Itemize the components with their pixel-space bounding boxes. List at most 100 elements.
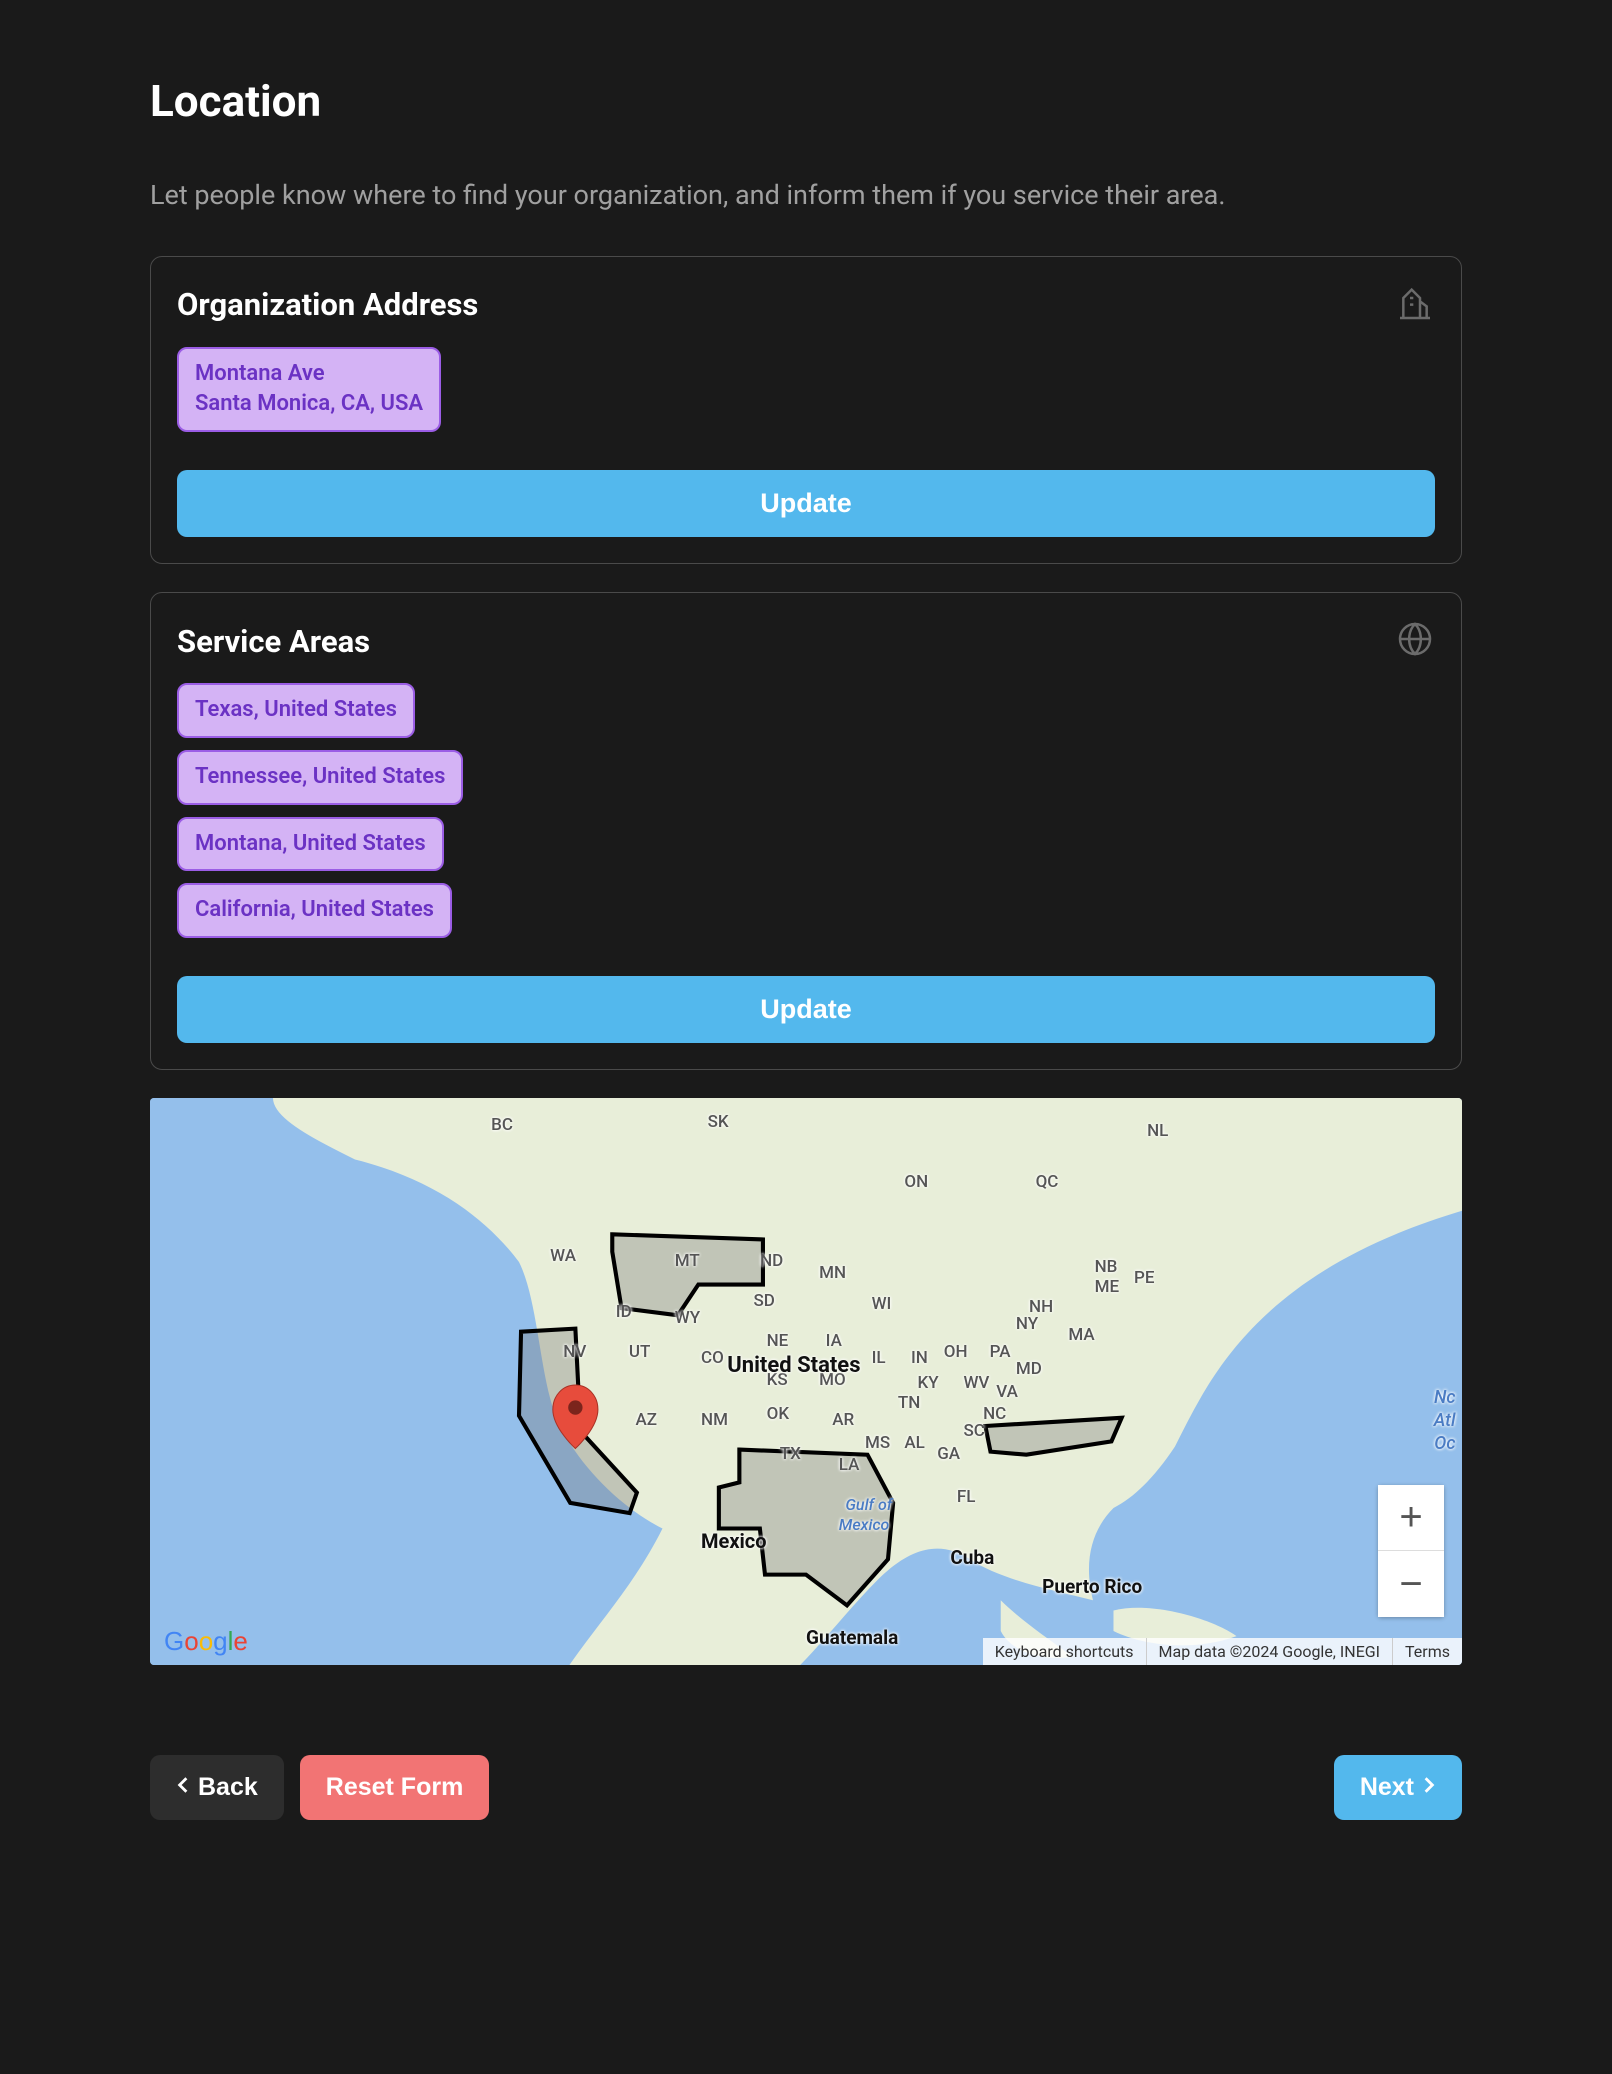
map-label: SC [963, 1421, 984, 1441]
map-label: IA [826, 1331, 842, 1351]
map-label-water: Mexico [839, 1515, 890, 1534]
map-label: NB [1095, 1257, 1118, 1277]
address-tag[interactable]: Montana Ave Santa Monica, CA, USA [177, 347, 441, 433]
back-label: Back [198, 1773, 258, 1802]
map-label: MD [1016, 1359, 1042, 1379]
map-label: ME [1095, 1277, 1119, 1297]
logo-letter: o [199, 1626, 213, 1656]
service-area-tag[interactable]: California, United States [177, 883, 452, 938]
update-service-areas-button[interactable]: Update [177, 976, 1435, 1043]
map-label: WA [550, 1246, 576, 1266]
map-label-country: Guatemala [806, 1626, 898, 1649]
footer-left: Back Reset Form [150, 1755, 489, 1820]
map-label: TN [898, 1393, 920, 1413]
map-label: MT [675, 1251, 700, 1271]
logo-letter: G [164, 1626, 184, 1656]
map-label: WI [872, 1294, 892, 1314]
next-button[interactable]: Next [1334, 1755, 1462, 1820]
map-label: PA [990, 1342, 1011, 1362]
globe-icon [1395, 619, 1435, 663]
map-label: PE [1134, 1268, 1154, 1288]
logo-letter: e [233, 1626, 247, 1656]
map-label: WV [963, 1373, 989, 1393]
map-label-water: Atl [1434, 1410, 1456, 1431]
map-label: NM [701, 1410, 728, 1430]
service-areas-card: Service Areas Texas, United States Tenne… [150, 592, 1462, 1070]
map-label: LA [839, 1455, 860, 1475]
map-label: IN [911, 1348, 928, 1368]
map-label: SK [708, 1112, 729, 1132]
chevron-right-icon [1422, 1776, 1436, 1800]
map-label: NV [563, 1342, 586, 1362]
map-label: FL [957, 1487, 976, 1507]
map-label: NC [983, 1404, 1006, 1424]
map-shortcuts-link[interactable]: Keyboard shortcuts [983, 1638, 1146, 1665]
map-label: ID [616, 1302, 632, 1322]
address-line2: Santa Monica, CA, USA [195, 391, 423, 416]
address-line1: Montana Ave [195, 361, 325, 386]
map-label: SD [754, 1291, 775, 1311]
map-footer: Keyboard shortcuts Map data ©2024 Google… [983, 1638, 1462, 1665]
service-areas-title: Service Areas [177, 623, 370, 660]
map-label: CO [701, 1348, 724, 1368]
reset-form-button[interactable]: Reset Form [300, 1755, 490, 1820]
map-zoom-controls: + − [1378, 1485, 1444, 1617]
update-address-button[interactable]: Update [177, 470, 1435, 537]
map-label-country: Puerto Rico [1042, 1575, 1142, 1598]
map-label-water: Nc [1434, 1387, 1456, 1408]
service-area-tag[interactable]: Tennessee, United States [177, 750, 463, 805]
back-button[interactable]: Back [150, 1755, 284, 1820]
map-label: BC [491, 1115, 513, 1135]
address-container: Montana Ave Santa Monica, CA, USA [177, 347, 1435, 443]
map-terms-link[interactable]: Terms [1392, 1638, 1462, 1665]
map-label: NY [1016, 1314, 1038, 1334]
next-label: Next [1360, 1773, 1414, 1802]
map-label: OH [944, 1342, 968, 1362]
google-logo: Google [164, 1626, 248, 1657]
map-label: ON [904, 1172, 928, 1192]
map-label: UT [629, 1342, 650, 1362]
card-header: Organization Address [177, 283, 1435, 327]
chevron-left-icon [176, 1776, 190, 1800]
map-label: GA [937, 1444, 960, 1464]
logo-letter: o [184, 1626, 198, 1656]
map-label: QC [1036, 1172, 1059, 1192]
map-label: MS [865, 1433, 890, 1453]
page-description: Let people know where to find your organ… [150, 175, 1462, 216]
map-label: VA [996, 1382, 1018, 1402]
map[interactable]: BC SK NL ON QC WA MT ND MN NB PE SD WI I… [150, 1098, 1462, 1665]
map-label-water: Gulf of [845, 1495, 892, 1514]
map-label: WY [675, 1308, 700, 1328]
service-areas-list: Texas, United States Tennessee, United S… [177, 683, 1435, 948]
page-title: Location [150, 75, 1462, 127]
map-label: KY [918, 1373, 939, 1393]
footer-actions: Back Reset Form Next [150, 1755, 1462, 1820]
logo-letter: g [213, 1626, 227, 1656]
organization-address-title: Organization Address [177, 286, 478, 323]
map-label: OK [767, 1404, 789, 1424]
building-icon [1395, 283, 1435, 327]
map-attribution: Map data ©2024 Google, INEGI [1146, 1638, 1393, 1665]
organization-address-card: Organization Address Montana Ave Santa Mo… [150, 256, 1462, 565]
map-label-water: Oc [1434, 1433, 1455, 1454]
map-label: AR [832, 1410, 854, 1430]
map-label: NE [767, 1331, 789, 1351]
reset-label: Reset Form [326, 1773, 464, 1802]
map-label: ND [760, 1251, 783, 1271]
map-svg [150, 1098, 1462, 1665]
card-header: Service Areas [177, 619, 1435, 663]
map-label-country: Mexico [701, 1529, 767, 1553]
zoom-in-button[interactable]: + [1378, 1485, 1444, 1551]
map-label: TX [780, 1444, 801, 1464]
map-label: MA [1068, 1325, 1094, 1345]
zoom-out-button[interactable]: − [1378, 1551, 1444, 1617]
service-area-tag[interactable]: Montana, United States [177, 817, 444, 872]
map-label: MN [819, 1263, 846, 1283]
map-label: NL [1147, 1121, 1168, 1141]
map-label-country: United States [727, 1353, 860, 1378]
service-area-tag[interactable]: Texas, United States [177, 683, 415, 738]
map-label: AL [904, 1433, 924, 1453]
map-label: IL [872, 1348, 886, 1368]
map-label-country: Cuba [950, 1546, 994, 1569]
map-label: AZ [635, 1410, 657, 1430]
